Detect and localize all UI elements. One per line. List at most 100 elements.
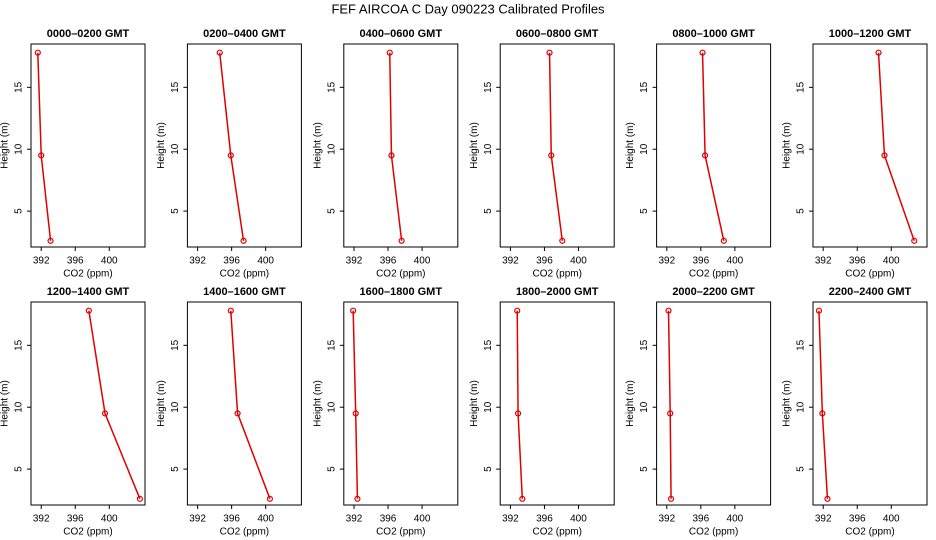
y-tick-label: 5 — [14, 466, 25, 472]
y-tick-label: 10 — [170, 401, 181, 413]
profile-line — [877, 52, 915, 242]
x-axis-label: CO2 (ppm) — [376, 269, 425, 280]
y-tick-label: 10 — [796, 143, 807, 155]
plot-frame — [30, 301, 146, 506]
y-tick-label: 10 — [483, 143, 494, 155]
y-tick-label: 15 — [14, 339, 25, 351]
plot-frame — [186, 43, 302, 248]
y-tick-label: 15 — [14, 81, 25, 93]
x-tick-label: 396 — [380, 256, 397, 267]
profile-point — [519, 495, 526, 502]
profile-line — [352, 310, 359, 499]
profile-point — [350, 307, 357, 314]
plot-frame — [656, 301, 772, 506]
profile-point — [398, 237, 405, 244]
y-tick-label: 5 — [796, 466, 807, 472]
profile-point — [819, 410, 826, 417]
x-axis-label: CO2 (ppm) — [845, 527, 894, 538]
x-tick-label: 396 — [536, 514, 553, 525]
profile-point — [227, 152, 234, 159]
x-axis-label: CO2 (ppm) — [689, 527, 738, 538]
x-tick-label: 400 — [727, 256, 744, 267]
y-tick-label: 5 — [639, 466, 650, 472]
x-axis-label: CO2 (ppm) — [63, 269, 112, 280]
x-tick-label: 392 — [502, 256, 519, 267]
y-tick-label: 15 — [326, 81, 337, 93]
profile-line — [667, 310, 672, 499]
profile-point — [514, 307, 521, 314]
y-axis-label: Height (m) — [625, 122, 636, 169]
y-axis-label: Height (m) — [782, 122, 793, 169]
x-tick-label: 396 — [849, 514, 866, 525]
x-tick-label: 392 — [658, 256, 675, 267]
y-tick-label: 10 — [326, 401, 337, 413]
profile-line — [230, 310, 271, 500]
y-tick-label: 10 — [639, 143, 650, 155]
y-axis-label: Height (m) — [156, 380, 167, 427]
panel-title: 0000–0200 GMT — [47, 28, 130, 40]
y-axis-label: Height (m) — [469, 122, 480, 169]
profile-point — [136, 495, 143, 502]
panel-title: 0400–0600 GMT — [360, 28, 443, 40]
profile-point — [354, 495, 361, 502]
plot-frame — [343, 301, 459, 506]
y-axis-label: Height (m) — [625, 380, 636, 427]
y-tick-label: 15 — [639, 339, 650, 351]
y-tick-label: 15 — [326, 339, 337, 351]
x-tick-label: 396 — [380, 514, 397, 525]
panel-title: 1800–2000 GMT — [516, 286, 599, 298]
profile-point — [386, 49, 393, 56]
profile-point — [101, 410, 109, 417]
y-tick-label: 5 — [326, 208, 337, 214]
y-tick-label: 10 — [326, 143, 337, 155]
profile-point — [875, 49, 882, 56]
panel-title: 0600–0800 GMT — [516, 28, 599, 40]
profile-line — [388, 52, 403, 241]
profile-point — [85, 307, 92, 314]
x-tick-label: 400 — [883, 256, 900, 267]
x-tick-label: 392 — [815, 256, 832, 267]
x-tick-label: 400 — [570, 256, 587, 267]
profile-point — [911, 237, 918, 244]
x-tick-label: 392 — [346, 514, 363, 525]
x-tick-label: 400 — [101, 256, 118, 267]
profile-point — [216, 49, 223, 56]
plot-frame — [343, 43, 459, 248]
profile-point — [546, 49, 553, 56]
y-tick-label: 15 — [796, 339, 807, 351]
plot-frame — [186, 301, 302, 506]
profile-point — [667, 410, 674, 417]
x-tick-label: 400 — [101, 514, 118, 525]
x-axis-label: CO2 (ppm) — [845, 269, 894, 280]
profile-point — [227, 307, 234, 314]
x-tick-label: 400 — [727, 514, 744, 525]
y-tick-label: 5 — [796, 208, 807, 214]
panel-title: 1000–1200 GMT — [829, 28, 912, 40]
y-tick-label: 5 — [170, 466, 181, 472]
panel-title: 1200–1400 GMT — [47, 286, 130, 298]
profile-point — [667, 495, 675, 502]
x-tick-label: 400 — [414, 514, 431, 525]
page-title: FEF AIRCOA C Day 090223 Calibrated Profi… — [331, 1, 605, 16]
x-tick-label: 396 — [67, 256, 84, 267]
x-tick-label: 392 — [815, 514, 832, 525]
plot-frame — [812, 43, 928, 248]
y-tick-label: 5 — [170, 208, 181, 214]
y-tick-label: 15 — [483, 81, 494, 93]
y-tick-label: 10 — [483, 401, 494, 413]
profile-line — [818, 310, 829, 499]
y-axis-label: Height (m) — [156, 122, 167, 169]
y-axis-label: Height (m) — [782, 380, 793, 427]
y-tick-label: 10 — [796, 401, 807, 413]
x-axis-label: CO2 (ppm) — [376, 527, 425, 538]
x-tick-label: 396 — [849, 256, 866, 267]
plot-frame — [656, 43, 772, 248]
y-tick-label: 15 — [483, 339, 494, 351]
y-axis-label: Height (m) — [469, 380, 480, 427]
x-axis-label: CO2 (ppm) — [532, 527, 581, 538]
y-axis-label: Height (m) — [0, 380, 11, 427]
profile-point — [824, 495, 831, 502]
x-axis-label: CO2 (ppm) — [220, 527, 269, 538]
panel-title: 1600–1800 GMT — [360, 286, 443, 298]
